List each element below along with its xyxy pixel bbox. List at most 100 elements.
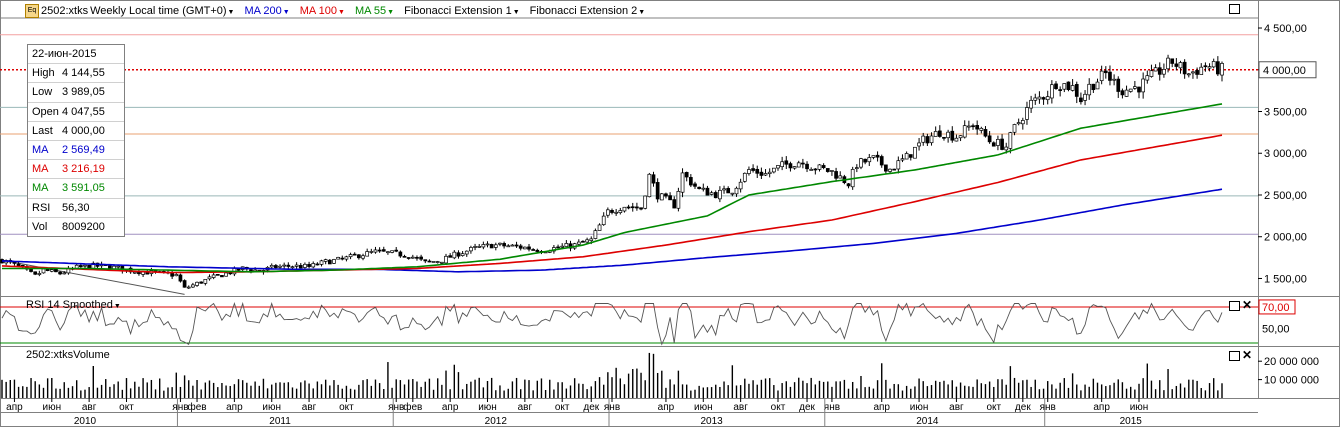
- maximize-volume-panel-button[interactable]: [1229, 351, 1240, 361]
- month-label: авг: [82, 402, 97, 413]
- candle-body: [900, 158, 905, 161]
- candle-body: [1108, 71, 1112, 81]
- info-label: MA: [32, 182, 49, 195]
- candle-body: [132, 271, 137, 274]
- month-label: янв: [388, 402, 404, 413]
- candle-body: [1199, 66, 1204, 75]
- candle-body: [1033, 97, 1038, 101]
- month-label: янв: [172, 402, 188, 413]
- candle-body: [49, 269, 54, 272]
- candle-body: [394, 249, 399, 252]
- candle-body: [581, 240, 585, 243]
- candle-body: [593, 230, 598, 239]
- candle-body: [207, 276, 212, 280]
- indicator-ma100[interactable]: MA 100▼: [300, 5, 345, 17]
- close-volume-panel-icon[interactable]: ✕: [1242, 348, 1253, 362]
- candle-body: [33, 271, 38, 275]
- chevron-down-icon: ▼: [387, 9, 395, 16]
- candle-body: [415, 256, 419, 259]
- candle-body: [875, 154, 880, 158]
- candle-body: [1186, 73, 1191, 76]
- info-label: MA: [32, 163, 49, 176]
- info-value: 2 569,49: [62, 143, 105, 156]
- candle-body: [419, 256, 423, 260]
- month-label: апр: [6, 402, 23, 413]
- candle-body: [996, 138, 1000, 146]
- candle-body: [402, 255, 407, 258]
- month-label: фев: [187, 401, 206, 413]
- candle-body: [527, 246, 531, 250]
- candle-body: [693, 183, 697, 187]
- candle-body: [410, 256, 415, 259]
- indicator-ma200[interactable]: MA 200▼: [244, 5, 289, 17]
- candle-body: [813, 168, 818, 171]
- candle-body: [1074, 84, 1079, 97]
- maximize-price-panel-button[interactable]: [1229, 4, 1240, 14]
- candle-body: [282, 264, 287, 267]
- candle-body: [556, 246, 560, 249]
- candle-body: [1112, 78, 1116, 81]
- candle-body: [606, 209, 610, 216]
- candle-body: [278, 265, 282, 268]
- month-label: авг: [518, 402, 533, 413]
- timezone-label: Local time (GMT+0): [129, 5, 227, 17]
- info-row: Vol 8009200: [28, 218, 124, 236]
- month-label: фев: [403, 401, 422, 413]
- info-row: High 4 144,55: [28, 64, 124, 84]
- candle-body: [589, 238, 594, 241]
- volume-panel-title: 2502:xtksVolume: [26, 349, 110, 361]
- candle-body: [220, 275, 224, 278]
- indicator-ma55[interactable]: MA 55▼: [355, 5, 394, 17]
- candle-body: [1066, 81, 1071, 91]
- candle-body: [1037, 96, 1042, 100]
- candle-body: [871, 155, 876, 158]
- candle-body: [1191, 71, 1195, 74]
- candle-body: [485, 243, 490, 246]
- month-label: окт: [339, 402, 354, 413]
- candle-body: [1029, 99, 1033, 109]
- candle-body: [315, 263, 320, 266]
- candle-body: [1120, 90, 1125, 96]
- candle-body: [601, 215, 606, 226]
- candle-body: [742, 172, 747, 182]
- candle-body: [186, 286, 191, 289]
- month-label: авг: [302, 402, 317, 413]
- close-rsi-panel-icon[interactable]: ✕: [1242, 298, 1253, 312]
- candle-body: [684, 172, 689, 178]
- candle-body: [1141, 78, 1146, 93]
- candle-body: [1103, 70, 1108, 74]
- indicator-fibonacci-extension-1[interactable]: Fibonacci Extension 1▼: [404, 5, 520, 17]
- candle-body: [1116, 78, 1121, 92]
- candle-body: [796, 162, 801, 168]
- candle-body: [759, 171, 764, 176]
- candle-body: [830, 170, 834, 172]
- info-row: Last 4 000,00: [28, 122, 124, 141]
- maximize-rsi-panel-button[interactable]: [1229, 301, 1240, 311]
- volume-series: [1, 352, 1223, 398]
- candle-body: [386, 251, 390, 254]
- info-value: 3 989,05: [62, 86, 105, 99]
- candle-body: [967, 125, 971, 128]
- candle-body: [444, 255, 448, 264]
- candle-body: [348, 254, 353, 258]
- candle-body: [825, 168, 830, 172]
- candle-body: [701, 187, 706, 190]
- info-value: 3 216,19: [62, 163, 105, 176]
- candle-body: [730, 192, 735, 195]
- month-label: июн: [42, 402, 61, 413]
- candle-body: [211, 274, 216, 278]
- candle-body: [560, 245, 565, 248]
- month-label: окт: [986, 402, 1001, 413]
- candle-body: [78, 265, 83, 268]
- symbol-badge[interactable]: Eq 2502:xtks: [25, 4, 88, 18]
- period-selector[interactable]: Weekly Local time (GMT+0)▼: [90, 5, 234, 17]
- chevron-down-icon: ▼: [282, 9, 290, 16]
- candle-body: [191, 284, 195, 288]
- info-row: RSI 56,30: [28, 199, 124, 218]
- candle-body: [477, 246, 482, 248]
- candle-body: [933, 131, 938, 137]
- candle-body: [863, 158, 867, 163]
- rsi-panel-title[interactable]: RSI 14 Smoothed▼: [26, 299, 121, 311]
- info-value: 3 591,05: [62, 182, 105, 195]
- indicator-fibonacci-extension-2[interactable]: Fibonacci Extension 2▼: [530, 5, 646, 17]
